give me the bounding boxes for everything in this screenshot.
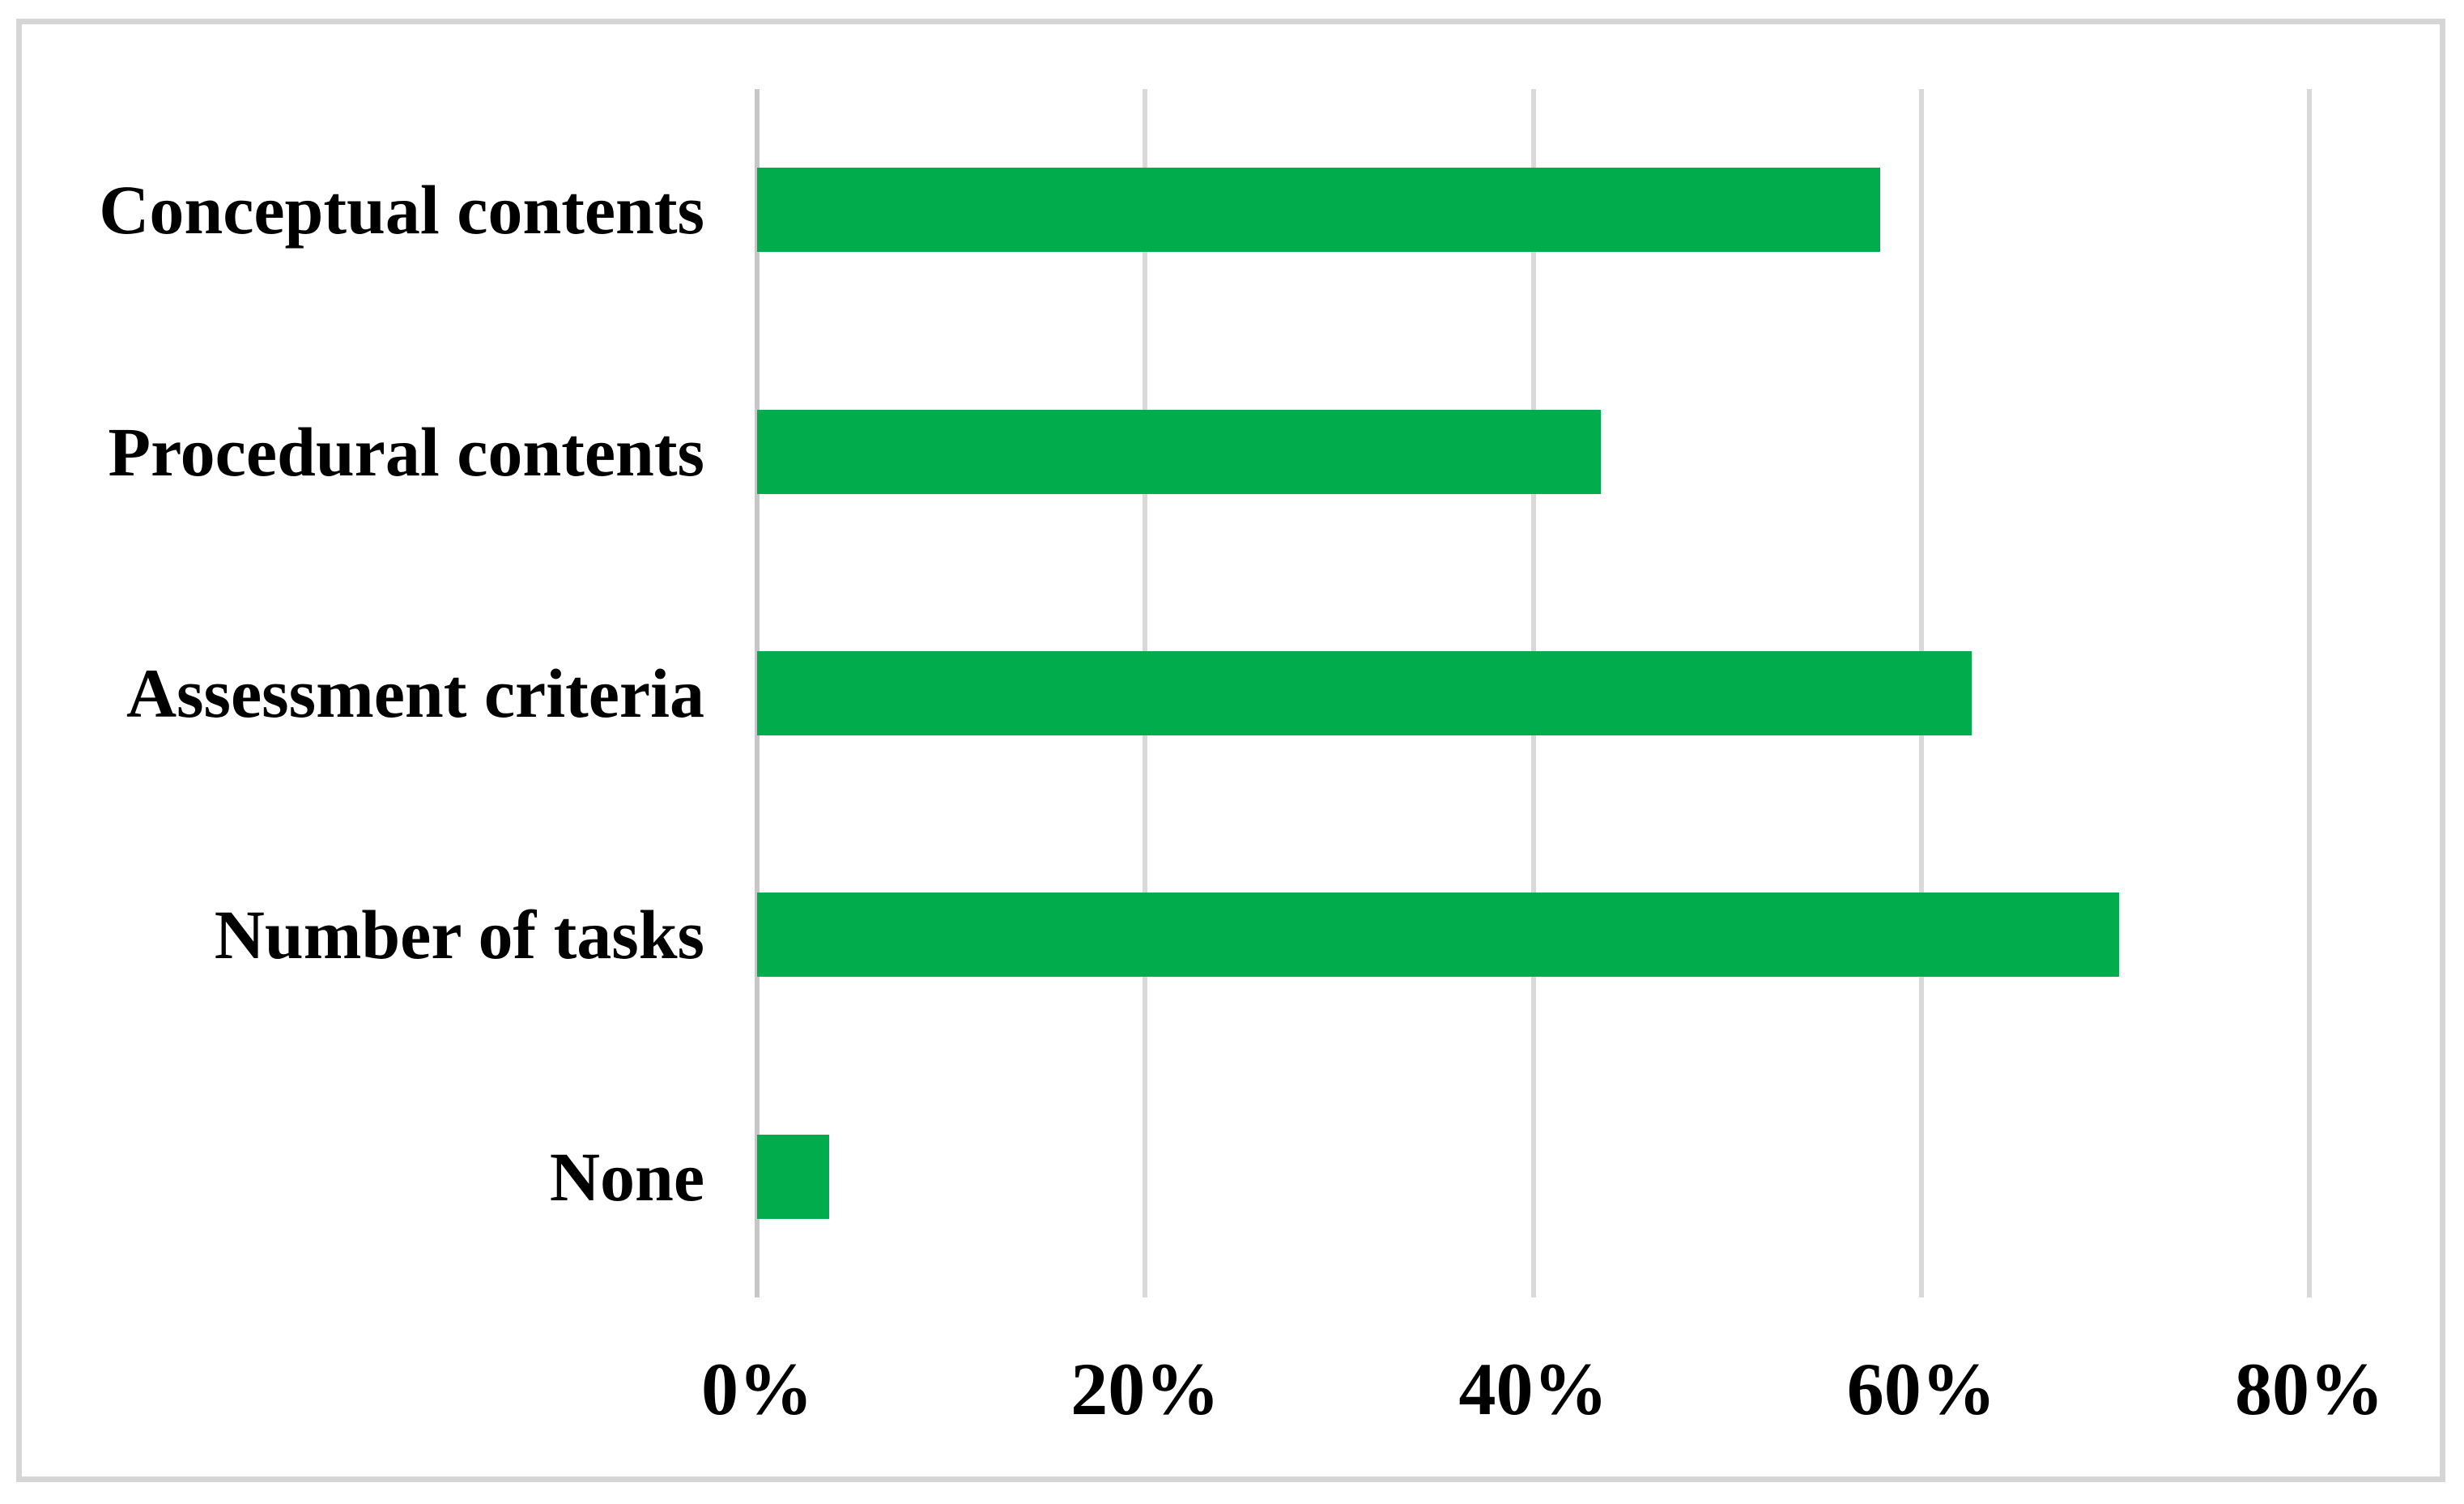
category-label-assessment-criteria: Assessment criteria [126, 654, 704, 732]
x-tick-label: 20% [1070, 1348, 1220, 1430]
category-label-conceptual-contents: Conceptual contents [99, 171, 704, 249]
chart-frame [16, 19, 2445, 1482]
gridline [2307, 89, 2312, 1297]
category-label-procedural-contents: Procedural contents [108, 412, 704, 491]
bar-conceptual-contents [757, 168, 1881, 253]
plot-area [755, 89, 2312, 1297]
x-tick-label: 40% [1458, 1348, 1608, 1430]
category-axis-labels: Conceptual contents Procedural contents As… [32, 89, 704, 1297]
bar-assessment-criteria [757, 651, 1972, 735]
bar-none [757, 1134, 829, 1219]
x-tick-label: 0% [701, 1348, 813, 1430]
bar-procedural-contents [757, 409, 1602, 494]
bar-number-of-tasks [757, 893, 2120, 978]
category-label-number-of-tasks: Number of tasks [214, 896, 704, 974]
category-label-none: None [549, 1137, 704, 1216]
x-tick-label: 80% [2235, 1348, 2384, 1430]
x-tick-label: 60% [1846, 1348, 1996, 1430]
x-axis-tick-labels: 0% 20% 40% 60% 80% [0, 1346, 2464, 1476]
